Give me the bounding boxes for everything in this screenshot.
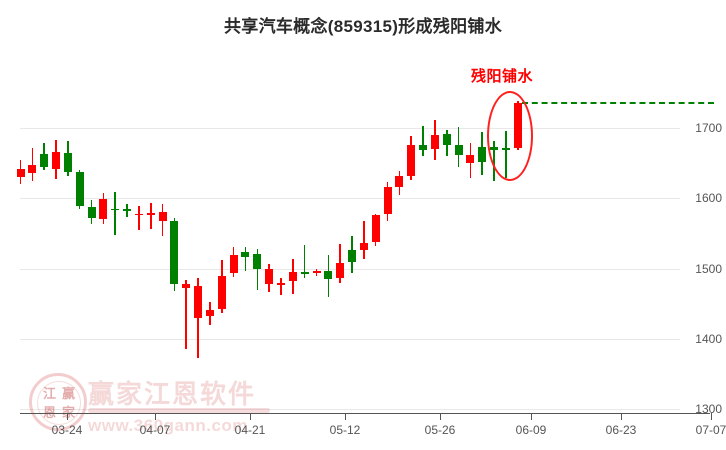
resistance-dashed-line [521, 102, 714, 105]
candle-wick [138, 205, 140, 230]
page-title: 共享汽车概念(859315)形成残阳铺水 [223, 17, 503, 36]
y-tick-label-1400: 1400 [695, 331, 722, 346]
candle-body [348, 249, 357, 263]
candle-wick [149, 203, 152, 230]
candle-body [111, 208, 120, 211]
candle-body [454, 144, 463, 155]
x-tick-label-06-09: 06-09 [515, 423, 547, 437]
candle-body [407, 144, 416, 176]
x-tick-07-07 [711, 413, 712, 420]
candle-body [205, 309, 214, 317]
x-tick-label-05-12: 05-12 [329, 423, 361, 437]
seal-inner-ring [37, 381, 81, 425]
candle-wick [256, 248, 259, 290]
gridline-1400 [20, 339, 680, 340]
seal-char-0: 江 [42, 386, 56, 401]
candle-body [324, 271, 333, 280]
candle-body [99, 198, 108, 220]
candle-body [87, 206, 96, 218]
candle-body [383, 187, 392, 215]
y-tick-label-1600: 1600 [695, 191, 722, 206]
seal-char-3: 家 [61, 405, 75, 420]
x-tick-label-07-07: 07-07 [695, 423, 726, 437]
candle-body [146, 213, 155, 216]
candle-body [28, 164, 37, 173]
watermark-brand: 赢家江恩软件 [88, 379, 257, 409]
candle-body [466, 154, 475, 164]
candle-body [265, 269, 274, 284]
watermark-url: www.360gann.com [88, 416, 248, 435]
candle-body [229, 255, 238, 274]
candle-body [395, 176, 404, 187]
x-axis-line [20, 413, 710, 414]
candle-body [158, 212, 167, 221]
candle-wick [31, 147, 34, 181]
candle-body [75, 172, 84, 206]
x-tick-06-23 [621, 413, 622, 420]
candle-wick [422, 125, 424, 157]
candle-body [217, 275, 226, 309]
pattern-annotation-label: 残阳铺水 [470, 68, 533, 86]
y-tick-label-1500: 1500 [695, 261, 722, 276]
candle-body [430, 135, 439, 150]
x-tick-04-07 [155, 413, 156, 420]
candle-body [194, 286, 203, 319]
candle-body [182, 283, 191, 289]
x-tick-03-24 [67, 413, 68, 420]
candle-wick [244, 246, 247, 271]
candle-body [371, 215, 380, 242]
seal-char-2: 赢 [61, 386, 75, 401]
gridline-1300 [20, 409, 680, 410]
candle-body [63, 153, 72, 172]
x-tick-05-26 [440, 413, 441, 420]
candle-body [123, 209, 132, 212]
candle-body [419, 144, 428, 150]
x-tick-label-04-07: 04-07 [139, 423, 171, 437]
watermark-bar [88, 408, 270, 413]
candle-wick [303, 245, 306, 278]
candle-body [16, 169, 25, 178]
candle-body [276, 282, 285, 285]
candle-body [359, 242, 368, 250]
seal-characters: 江 赢 恩 家 [40, 384, 78, 422]
gridline-1600 [20, 198, 680, 199]
candle-wick [280, 277, 282, 296]
x-tick-05-12 [345, 413, 346, 420]
candle-wick [114, 191, 116, 235]
gridline-1500 [20, 269, 680, 270]
y-axis-labels: 1700 1600 1500 1400 1300 [684, 0, 726, 450]
x-tick-label-06-23: 06-23 [605, 423, 637, 437]
candle-wick [363, 220, 365, 260]
candle-body [241, 251, 250, 257]
candle-body [478, 146, 487, 162]
candle-body [312, 271, 321, 273]
candle-body [442, 134, 451, 145]
y-tick-label-1300: 1300 [695, 402, 722, 416]
x-tick-04-21 [250, 413, 251, 420]
candle-body [170, 220, 179, 284]
candle-body [40, 153, 49, 167]
x-tick-label-03-24: 03-24 [51, 423, 83, 437]
candle-body [300, 272, 309, 274]
x-tick-label-05-26: 05-26 [424, 423, 456, 437]
x-tick-06-09 [531, 413, 532, 420]
candle-body [336, 262, 345, 279]
candle-body [253, 253, 262, 270]
highlight-ellipse [486, 91, 533, 182]
seal-char-1: 恩 [42, 405, 56, 420]
x-tick-label-04-21: 04-21 [234, 423, 266, 437]
watermark-seal-icon: 江 赢 恩 家 [29, 373, 87, 431]
gridline-1700 [20, 128, 680, 129]
candle-body [52, 151, 61, 170]
candle-wick [185, 280, 188, 349]
candle-body [288, 272, 297, 282]
y-tick-label-1700: 1700 [695, 121, 722, 135]
candle-body [134, 213, 143, 216]
